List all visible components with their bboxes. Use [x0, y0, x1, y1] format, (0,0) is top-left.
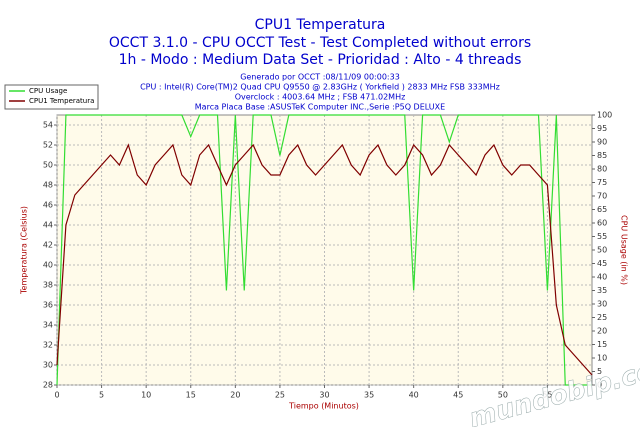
y-tick-label: 42 [43, 241, 53, 250]
y2-tick-label: 20 [597, 327, 607, 336]
y2-tick-label: 60 [597, 219, 607, 228]
y2-tick-label: 30 [597, 300, 607, 309]
y-tick-label: 36 [43, 301, 53, 310]
y2-tick-label: 70 [597, 192, 607, 201]
y2-tick-label: 75 [597, 178, 607, 187]
subtitle: 1h - Modo : Medium Data Set - Prioridad … [119, 52, 522, 68]
y2-tick-label: 80 [597, 165, 607, 174]
legend [4, 84, 99, 110]
y-tick-label: 32 [43, 341, 53, 350]
y-tick-label: 44 [43, 221, 53, 230]
y2-axis-label: CPU Usage (in %) [620, 215, 629, 285]
x-tick-label: 30 [319, 391, 329, 400]
y2-tick-label: 85 [597, 151, 607, 160]
y-tick-label: 34 [43, 321, 53, 330]
x-tick-label: 55 [542, 391, 552, 400]
x-tick-label: 40 [409, 391, 419, 400]
info: Marca Placa Base :ASUSTeK Computer INC.,… [195, 103, 445, 112]
y-tick-label: 46 [43, 201, 53, 210]
chart-title: CPU1 Temperatura [255, 17, 386, 33]
y-tick-label: 54 [43, 121, 53, 130]
x-tick-label: 15 [186, 391, 196, 400]
x-tick-label: 5 [99, 391, 104, 400]
y-tick-label: 30 [43, 361, 53, 370]
y-tick-label: 52 [43, 141, 53, 150]
y2-tick-label: 55 [597, 232, 607, 241]
x-tick-label: 45 [453, 391, 463, 400]
y2-tick-label: 15 [597, 340, 607, 349]
legend-label: CPU Usage [29, 87, 67, 95]
y-axis-label: Temperatura (Celsius) [20, 206, 29, 295]
x-tick-label: 25 [275, 391, 285, 400]
info: CPU : Intel(R) Core(TM)2 Quad CPU Q9550 … [140, 83, 500, 92]
x-tick-label: 10 [141, 391, 151, 400]
y2-tick-label: 65 [597, 205, 607, 214]
info: Generado por OCCT :08/11/09 00:00:33 [240, 73, 400, 82]
x-tick-label: 35 [364, 391, 374, 400]
data-line [56, 143, 593, 376]
y2-tick-label: 5 [597, 367, 602, 376]
x-tick-label: 50 [498, 391, 508, 400]
x-axis-label: Tiempo (Minutos) [288, 402, 359, 411]
y-tick-label: 40 [43, 261, 53, 270]
subtitle: OCCT 3.1.0 - CPU OCCT Test - Test Comple… [109, 35, 531, 51]
y2-tick-label: 10 [597, 354, 607, 363]
y2-tick-label: 25 [597, 313, 607, 322]
data-line [56, 114, 592, 386]
x-tick-label: 20 [230, 391, 240, 400]
y2-tick-label: 100 [597, 111, 612, 120]
y2-tick-label: 50 [597, 246, 607, 255]
legend-label: CPU1 Temperatura [29, 97, 94, 105]
y2-tick-label: 90 [597, 138, 607, 147]
y-tick-label: 50 [43, 161, 53, 170]
y2-tick-label: 0 [597, 381, 602, 390]
y-tick-label: 38 [43, 281, 53, 290]
y2-tick-label: 40 [597, 273, 607, 282]
y2-tick-label: 45 [597, 259, 607, 268]
y-tick-label: 48 [43, 181, 53, 190]
info: Overclock : 4003.64 MHz ; FSB 471.02MHz [235, 93, 406, 102]
y-tick-label: 28 [43, 381, 53, 390]
y2-tick-label: 95 [597, 124, 607, 133]
y2-tick-label: 35 [597, 286, 607, 295]
x-tick-label: 0 [54, 391, 59, 400]
